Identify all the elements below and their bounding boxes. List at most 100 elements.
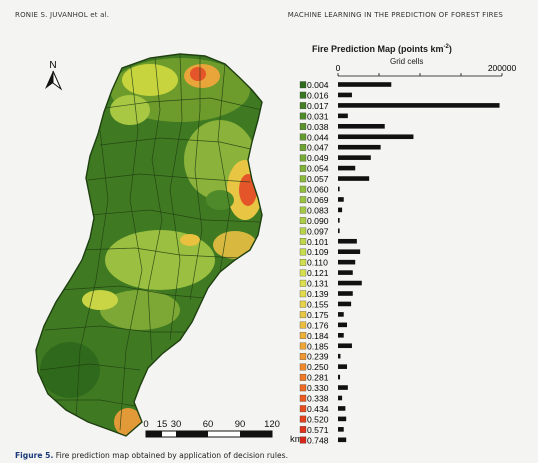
bar: [338, 155, 371, 160]
bar: [338, 280, 362, 286]
legend-swatch: [299, 238, 307, 245]
category-label: 0.060: [307, 185, 329, 195]
legend-swatch: [299, 415, 307, 423]
x-axis-label: Grid cells: [390, 57, 424, 66]
category-label: 0.239: [307, 352, 329, 362]
category-label: 0.155: [307, 299, 329, 309]
category-label: 0.338: [307, 394, 329, 404]
legend-swatch: [299, 217, 307, 225]
legend-swatch: [299, 436, 307, 444]
legend-swatch: [299, 196, 307, 204]
bar: [338, 312, 344, 317]
bar: [338, 395, 343, 401]
legend-swatch: [299, 154, 307, 162]
scale-tick-label: 60: [203, 419, 214, 430]
legend-swatch: [299, 123, 307, 130]
bar: [338, 124, 385, 129]
category-label: 0.083: [307, 205, 329, 215]
legend-swatch: [299, 102, 307, 110]
legend-swatch: [299, 342, 307, 350]
x-tick-label: 0: [336, 63, 341, 73]
category-label: 0.110: [307, 258, 328, 268]
category-label: 0.038: [307, 122, 329, 132]
scale-tick-label: 120: [264, 419, 280, 430]
category-label: 0.101: [307, 237, 329, 247]
category-label: 0.139: [307, 289, 329, 299]
category-label: 0.250: [307, 362, 329, 372]
x-tick-label: 200000: [488, 63, 517, 73]
legend-swatch: [299, 279, 307, 287]
category-label: 0.109: [307, 247, 329, 257]
legend-swatch: [299, 258, 307, 266]
category-label: 0.185: [307, 341, 329, 351]
fire-prediction-map: [35, 53, 263, 437]
bar: [338, 416, 347, 422]
bar: [338, 238, 357, 244]
bar: [338, 82, 392, 87]
bar: [338, 270, 353, 275]
legend-swatch: [299, 321, 307, 329]
bar: [338, 228, 340, 234]
legend-swatch: [299, 185, 307, 193]
bar: [338, 374, 341, 380]
bar: [338, 259, 356, 265]
legend-swatch: [299, 394, 307, 402]
category-label: 0.121: [307, 268, 329, 278]
scale-bar: 0 15 30 60 90 120 km: [143, 419, 300, 444]
bar: [338, 385, 348, 390]
bar: [338, 197, 344, 202]
bar: [338, 322, 348, 328]
category-label: 0.090: [307, 216, 329, 226]
running-header-authors: RONIE S. JUVANHOL et al.: [15, 11, 110, 19]
north-label: N: [49, 60, 56, 71]
legend-swatch: [299, 112, 307, 120]
legend-swatch: [299, 311, 307, 319]
bar: [338, 291, 353, 296]
running-header-title: MACHINE LEARNING IN THE PREDICTION OF FO…: [287, 11, 503, 19]
legend-swatch: [299, 91, 307, 99]
legend-swatch: [299, 332, 307, 339]
legend-swatch: [299, 269, 307, 277]
category-label: 0.069: [307, 195, 329, 205]
category-label: 0.131: [307, 279, 329, 289]
category-label: 0.047: [307, 143, 329, 153]
bar: [338, 364, 348, 369]
category-label: 0.097: [307, 226, 329, 236]
legend-swatch: [299, 175, 307, 183]
category-label: 0.520: [307, 414, 329, 424]
legend-swatch: [299, 363, 307, 371]
category-label: 0.184: [307, 331, 329, 341]
bar: [338, 218, 340, 223]
category-label: 0.571: [307, 425, 329, 435]
legend-swatch: [299, 144, 307, 151]
category-label: 0.057: [307, 174, 329, 184]
category-label: 0.054: [307, 164, 329, 174]
legend-swatch: [299, 290, 307, 298]
bar: [338, 333, 344, 338]
legend-swatch: [299, 133, 307, 141]
bar: [338, 165, 356, 171]
bar: [338, 176, 370, 181]
bar: [338, 92, 352, 98]
category-label: 0.434: [307, 404, 329, 414]
category-label: 0.281: [307, 373, 329, 383]
scale-unit: km: [290, 434, 300, 444]
chart-title: Fire Prediction Map (points km-2): [312, 44, 452, 54]
bar: [338, 343, 352, 349]
scale-tick-label: 15: [157, 419, 168, 430]
bar: [338, 406, 346, 411]
legend-swatch: [299, 405, 307, 413]
legend-swatch: [299, 227, 307, 235]
legend-swatch: [299, 426, 307, 434]
bar: [338, 103, 500, 108]
legend-swatch: [299, 248, 307, 256]
bar: [338, 437, 347, 443]
category-label: 0.330: [307, 383, 329, 393]
legend-swatch: [299, 81, 307, 89]
legend-swatch: [299, 373, 307, 381]
bar: [338, 353, 341, 359]
grid-cells-bar-chart: 0 2000000.0040.0160.0170.0310.0380.0440.0…: [299, 63, 517, 445]
category-label: 0.044: [307, 132, 329, 142]
bar: [338, 144, 381, 150]
